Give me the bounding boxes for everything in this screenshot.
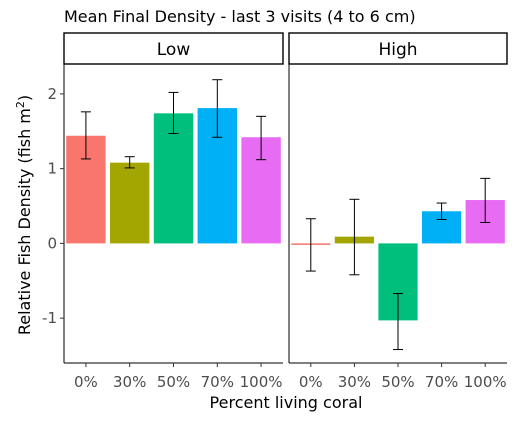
panel-high-strip (288, 32, 508, 65)
x-axis-label: Percent living coral (210, 393, 363, 412)
y-axis: -1 0 1 2 (42, 85, 64, 327)
x-tick-label: 50% (157, 373, 190, 391)
y-tick-label: 1 (47, 160, 57, 178)
panel-low: Low (63, 32, 284, 363)
chart-title: Mean Final Density - last 3 visits (4 to… (64, 7, 416, 26)
x-tick-label: 70% (425, 373, 458, 391)
x-tick-label: 70% (201, 373, 234, 391)
panel-high-label: High (378, 40, 417, 60)
y-tick-label: -1 (42, 309, 57, 327)
y-tick-label: 2 (47, 85, 57, 103)
x-tick-label: 0% (299, 373, 323, 391)
x-tick-label: 100% (464, 373, 507, 391)
y-axis-label-close: ) (15, 95, 34, 101)
panel-high-bars (288, 64, 505, 363)
panel-low-bars (63, 64, 281, 363)
x-tick-label: 30% (113, 373, 146, 391)
panel-low-strip (63, 32, 284, 65)
x-tick-label: 50% (381, 373, 414, 391)
y-tick-label: 0 (47, 234, 57, 252)
y-axis-label: Relative Fish Density (fish m2) (14, 95, 34, 335)
panel-high: High (288, 32, 508, 363)
x-axis: 0% 30% 50% 70% 100% 0% 30% 50% 70% 100% (64, 362, 507, 391)
bar-low-2 (153, 113, 194, 244)
x-tick-label: 0% (74, 373, 98, 391)
y-axis-label-main: Relative Fish Density (fish m (15, 108, 34, 335)
x-tick-label: 30% (338, 373, 371, 391)
x-tick-label: 100% (240, 373, 283, 391)
y-axis-label-superscript: 2 (14, 101, 27, 108)
panel-low-label: Low (157, 40, 191, 60)
bar-low-1 (109, 162, 150, 244)
